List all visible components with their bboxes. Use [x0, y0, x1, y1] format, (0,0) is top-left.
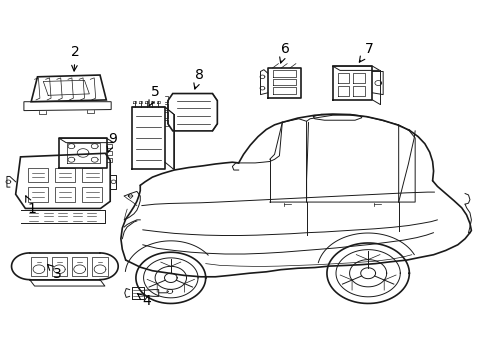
Text: 4: 4 — [137, 294, 151, 308]
Text: 2: 2 — [71, 45, 80, 71]
Text: 6: 6 — [279, 42, 289, 63]
Text: 3: 3 — [47, 265, 61, 281]
Text: 1: 1 — [26, 196, 36, 216]
Text: 7: 7 — [359, 42, 373, 62]
Text: 5: 5 — [149, 85, 160, 106]
Text: 8: 8 — [194, 68, 203, 89]
Text: 9: 9 — [107, 132, 117, 152]
